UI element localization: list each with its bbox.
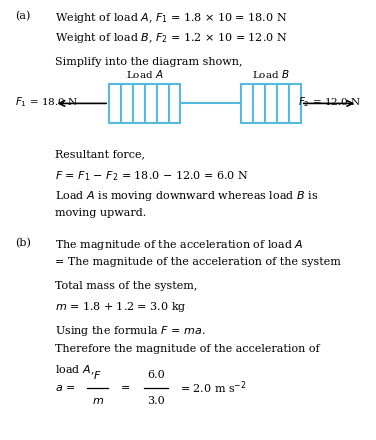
- Text: 6.0: 6.0: [147, 370, 165, 380]
- Text: Using the formula $F$ = $ma$.: Using the formula $F$ = $ma$.: [55, 324, 205, 338]
- Text: Weight of load $B$, $F_2$ = 1.2 $\times$ 10 = 12.0 N: Weight of load $B$, $F_2$ = 1.2 $\times$…: [55, 31, 287, 45]
- Text: Load $A$: Load $A$: [126, 68, 164, 80]
- Text: 3.0: 3.0: [147, 396, 165, 407]
- Text: Resultant force,: Resultant force,: [55, 150, 144, 160]
- Text: Load $B$: Load $B$: [252, 68, 290, 80]
- Text: The magnitude of the acceleration of load $A$: The magnitude of the acceleration of loa…: [55, 238, 303, 252]
- Text: (a): (a): [15, 11, 30, 21]
- Text: Load $A$ is moving downward whereas load $B$ is: Load $A$ is moving downward whereas load…: [55, 189, 318, 202]
- Text: $m$ = 1.8 + 1.2 = 3.0 kg: $m$ = 1.8 + 1.2 = 3.0 kg: [55, 301, 186, 315]
- Text: $F$: $F$: [94, 369, 102, 381]
- Text: $a$ =: $a$ =: [55, 383, 76, 393]
- Text: = 2.0 m s$^{-2}$: = 2.0 m s$^{-2}$: [180, 380, 247, 396]
- Bar: [109, 84, 180, 123]
- Text: moving upward.: moving upward.: [55, 208, 146, 218]
- Text: Simplify into the diagram shown,: Simplify into the diagram shown,: [55, 57, 242, 67]
- Text: $F_2$ = 12.0 N: $F_2$ = 12.0 N: [298, 95, 361, 109]
- Text: Total mass of the system,: Total mass of the system,: [55, 281, 197, 291]
- Text: $F$ = $F_1$ $-$ $F_2$ = 18.0 $-$ 12.0 = 6.0 N: $F$ = $F_1$ $-$ $F_2$ = 18.0 $-$ 12.0 = …: [55, 169, 248, 183]
- Bar: [241, 84, 301, 123]
- Text: = The magnitude of the acceleration of the system: = The magnitude of the acceleration of t…: [55, 257, 340, 267]
- Text: $m$: $m$: [92, 396, 104, 407]
- Text: Weight of load $A$, $F_1$ = 1.8 $\times$ 10 = 18.0 N: Weight of load $A$, $F_1$ = 1.8 $\times$…: [55, 11, 287, 25]
- Text: (b): (b): [15, 238, 31, 248]
- Text: load $A$,: load $A$,: [55, 363, 94, 377]
- Text: $F_1$ = 18.0 N: $F_1$ = 18.0 N: [15, 95, 78, 109]
- Text: Therefore the magnitude of the acceleration of: Therefore the magnitude of the accelerat…: [55, 344, 319, 354]
- Text: =: =: [120, 383, 130, 393]
